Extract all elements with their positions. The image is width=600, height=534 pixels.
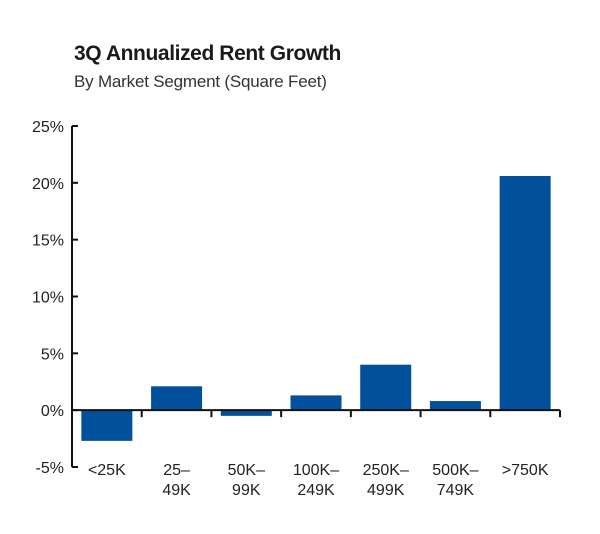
y-tick-label: 15% <box>32 233 64 250</box>
x-category-label-line: 25– <box>163 462 190 479</box>
x-category-label-line: 249K <box>297 482 335 499</box>
y-tick-label: 25% <box>32 119 64 136</box>
x-category-label: <25K <box>88 462 126 479</box>
bar <box>429 401 481 411</box>
bar <box>360 364 412 411</box>
x-category-label: 250K– 499K <box>363 462 409 499</box>
y-tick-label: 5% <box>41 346 64 363</box>
bar <box>220 410 272 416</box>
x-category-label-line: 500K– <box>432 462 478 479</box>
y-tick-label: 0% <box>41 403 64 420</box>
x-category-label-line: 99K <box>232 482 261 499</box>
x-category-label-line: 749K <box>437 482 475 499</box>
x-category-label-line: 499K <box>367 482 405 499</box>
x-category-label-line: <25K <box>88 462 126 479</box>
y-tick-label: 20% <box>32 176 64 193</box>
chart-subtitle: By Market Segment (Square Feet) <box>74 72 327 91</box>
y-tick-label: -5% <box>36 460 64 477</box>
x-category-label-line: 50K– <box>228 462 265 479</box>
x-category-label-line: 100K– <box>293 462 339 479</box>
x-category-label: >750K <box>502 462 549 479</box>
bar <box>499 176 551 411</box>
bar <box>151 386 203 411</box>
y-tick-label: 10% <box>32 290 64 307</box>
x-category-label: 50K– 99K <box>228 462 265 499</box>
x-category-label-line: 49K <box>162 482 191 499</box>
x-category-label: 500K– 749K <box>432 462 478 499</box>
bar <box>290 395 342 411</box>
x-category-label-line: >750K <box>502 462 549 479</box>
x-category-label: 100K– 249K <box>293 462 339 499</box>
x-category-label: 25– 49K <box>162 462 191 499</box>
x-category-label-line: 250K– <box>363 462 409 479</box>
chart-title: 3Q Annualized Rent Growth <box>74 42 341 65</box>
bar <box>81 410 133 441</box>
